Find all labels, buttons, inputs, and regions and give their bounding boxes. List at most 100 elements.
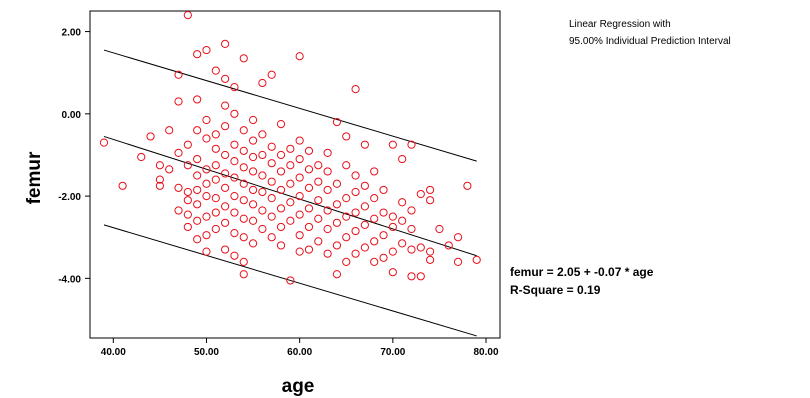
y-axis-ticks: 2.00 0.00 -2.00 -4.00 xyxy=(58,28,90,285)
data-point xyxy=(193,200,202,209)
data-point xyxy=(183,210,192,219)
data-point xyxy=(211,208,220,217)
data-point xyxy=(202,134,211,143)
data-point xyxy=(351,208,360,217)
data-point xyxy=(295,247,304,256)
data-point xyxy=(332,200,342,209)
data-point xyxy=(342,161,351,170)
data-point xyxy=(276,150,286,160)
data-point xyxy=(239,54,248,63)
data-point xyxy=(183,196,192,205)
data-point xyxy=(370,237,379,246)
data-point xyxy=(360,243,369,252)
data-point xyxy=(342,132,351,141)
data-point xyxy=(230,208,239,217)
data-point xyxy=(230,140,239,149)
data-point xyxy=(221,202,230,211)
data-point xyxy=(453,233,463,242)
data-point xyxy=(211,161,220,170)
data-point xyxy=(323,249,332,258)
data-point xyxy=(183,11,192,20)
data-point xyxy=(174,183,183,192)
data-point xyxy=(314,237,323,246)
data-point xyxy=(379,208,388,217)
data-point xyxy=(267,177,276,186)
data-point xyxy=(221,122,230,131)
data-point xyxy=(276,241,286,250)
data-point xyxy=(426,196,435,205)
data-point xyxy=(351,187,360,197)
y-tick-label: 2.00 xyxy=(62,28,82,39)
data-point xyxy=(388,212,397,221)
data-point xyxy=(174,206,183,215)
data-point xyxy=(239,257,248,267)
data-point xyxy=(388,247,397,256)
data-point xyxy=(388,140,397,149)
data-point xyxy=(286,216,295,225)
data-point xyxy=(239,214,248,223)
data-point xyxy=(295,231,304,240)
data-point xyxy=(407,245,416,254)
data-point xyxy=(276,222,286,232)
data-point xyxy=(211,175,220,184)
data-point xyxy=(304,146,314,155)
data-point xyxy=(193,216,202,225)
x-axis-title: age xyxy=(282,376,315,397)
data-point xyxy=(286,161,295,170)
data-point xyxy=(463,181,472,190)
data-point xyxy=(370,167,379,176)
data-point xyxy=(295,173,304,182)
data-point xyxy=(360,202,369,211)
data-point xyxy=(314,177,323,186)
data-point xyxy=(332,218,342,227)
data-point xyxy=(221,74,230,83)
data-point xyxy=(416,189,425,199)
data-point xyxy=(202,45,211,55)
data-point xyxy=(239,126,248,135)
data-point xyxy=(221,150,230,160)
data-point xyxy=(248,185,258,195)
data-point xyxy=(221,218,230,227)
data-point xyxy=(248,200,258,209)
data-point xyxy=(248,115,258,125)
data-point xyxy=(370,257,379,267)
data-point xyxy=(230,191,239,201)
data-point xyxy=(183,222,192,232)
data-point xyxy=(314,196,323,205)
data-point xyxy=(248,167,258,176)
data-point xyxy=(276,204,286,213)
y-tick-label: 0.00 xyxy=(62,110,82,121)
data-point xyxy=(174,97,183,106)
data-point xyxy=(342,233,351,242)
data-point xyxy=(239,233,248,242)
data-point xyxy=(211,224,220,234)
data-point xyxy=(286,276,295,285)
data-point xyxy=(146,132,155,141)
data-point xyxy=(221,183,230,192)
data-point xyxy=(211,66,220,75)
data-point xyxy=(370,194,379,203)
data-point xyxy=(248,239,258,248)
data-point xyxy=(183,140,192,149)
x-axis-ticks: 40.00 50.00 60.00 70.00 80.00 xyxy=(101,338,499,358)
data-point xyxy=(267,142,276,151)
data-point xyxy=(304,165,314,174)
data-point xyxy=(416,272,425,281)
data-point xyxy=(416,243,425,252)
data-point xyxy=(239,196,248,205)
data-point xyxy=(342,257,351,267)
data-point xyxy=(165,165,174,174)
data-point xyxy=(304,183,314,192)
data-point xyxy=(426,255,435,264)
data-point xyxy=(351,226,360,236)
data-point xyxy=(258,171,267,180)
data-point xyxy=(332,241,342,250)
data-point xyxy=(202,231,211,240)
data-point xyxy=(211,144,220,153)
data-point xyxy=(221,245,230,254)
data-point xyxy=(398,198,407,207)
data-point xyxy=(314,214,323,223)
plot-frame xyxy=(89,10,501,339)
data-point xyxy=(202,191,211,201)
data-point xyxy=(202,212,211,221)
